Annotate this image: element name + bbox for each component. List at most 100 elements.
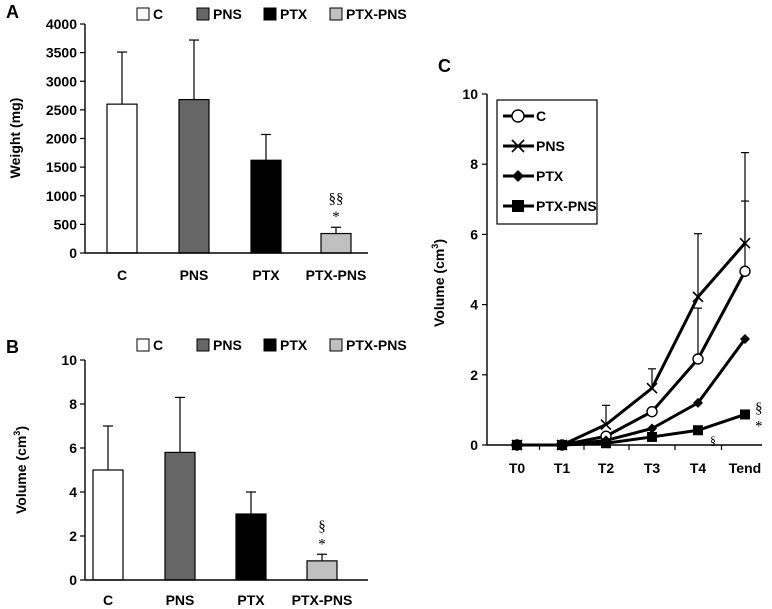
panel-c-ylabel: Volume (cm3) [430,239,447,327]
significance-annotation-1: * [332,209,340,225]
legend-label-ptx: PTX [280,6,308,22]
marker-ptx-tend [740,333,750,344]
ytick-label-2: 2 [470,367,478,383]
ytick-label-6: 6 [470,226,478,242]
ytick-label-8: 8 [470,156,478,172]
ytick-label-3500: 3500 [46,45,77,61]
panel-c-label: C [438,56,451,76]
panel-c-timecourse-chart: C Volume (cm3) 0 2 4 6 8 10 T0 T1 T2 T3 T4 Tend § §… [430,56,763,476]
panel-b-label: B [6,337,19,357]
legend-swatch-ptx [263,7,277,21]
significance-annotation-1: * [318,536,326,552]
x-label-t1: T1 [554,460,571,476]
bar-pns [164,451,196,581]
x-label-tend: Tend [729,460,761,476]
bar-ptx [235,513,267,581]
legend-marker-c [511,109,525,123]
panel-b-ylabel: Volume (cm3) [12,426,29,514]
marker-c-tend [739,265,751,277]
significance-annotation-0: § [710,433,716,447]
marker-c-t4 [692,353,704,365]
ytick-label-1000: 1000 [46,188,77,204]
category-label-ptx-pns: PTX-PNS [306,267,367,283]
category-label-ptx: PTX [252,267,280,283]
significance-annotation-0: §§ [329,191,344,207]
panel-b-volume-chart: B Volume (cm3) 0 2 4 6 8 10 C PNS PTX PTX-PNS § *… [6,337,407,608]
legend-label-pns: PNS [213,6,242,22]
legend-label-c: C [536,108,546,124]
x-label-t3: T3 [644,460,661,476]
x-label-t4: T4 [690,460,707,476]
bar-pns [178,98,210,254]
legend-swatch-pns [196,7,210,21]
category-label-c: C [117,267,127,283]
legend-marker-pns [511,139,525,153]
bar-ptx [250,159,282,254]
category-label-pns: PNS [180,267,209,283]
ytick-label-4000: 4000 [46,16,77,32]
legend-label-pns: PNS [536,138,565,154]
bar-ptx-pns [320,232,352,254]
significance-annotation-1: § [755,400,763,416]
series-line-ptx [517,338,747,447]
legend-swatch-c [136,7,150,21]
ytick-label-6: 6 [69,440,77,456]
ytick-label-3000: 3000 [46,73,77,89]
ytick-label-8: 8 [69,396,77,412]
marker-ptx-pns-t3 [647,431,657,442]
ytick-label-2000: 2000 [46,131,77,147]
legend-swatch-pns [196,338,210,352]
legend-label-c: C [153,337,163,353]
panel-a-ylabel: Weight (mg) [7,98,23,179]
marker-ptx-t4 [693,397,703,408]
legend-label-ptx-pns: PTX-PNS [346,6,407,22]
marker-ptx-pns-t4 [693,425,703,436]
legend-swatch-c [136,338,150,352]
bar-c [92,469,124,581]
ytick-label-0: 0 [69,572,77,588]
category-label-ptx-pns: PTX-PNS [292,592,353,608]
panel-a-weight-chart: A Weight (mg) 0 500 1000 1500 2000 2500 3000 35… [6,2,407,283]
legend-label-ptx: PTX [536,168,564,184]
marker-c-t3 [646,405,658,418]
ytick-label-10: 10 [462,86,478,102]
ytick-label-1500: 1500 [46,159,77,175]
marker-pns-t3 [646,382,658,394]
category-label-pns: PNS [166,592,195,608]
marker-ptx-pns-tend [740,409,750,420]
bar-c [106,103,138,254]
legend-marker-ptx [512,170,524,182]
ytick-label-500: 500 [54,216,78,232]
x-label-t0: T0 [509,460,526,476]
marker-pns-tend [739,237,751,249]
ytick-label-0: 0 [69,245,77,261]
ytick-label-10: 10 [61,352,77,368]
legend-label-ptx: PTX [280,337,308,353]
legend-swatch-ptx-pns [329,338,343,352]
legend-label-c: C [153,6,163,22]
category-label-ptx: PTX [237,592,265,608]
legend-label-ptx-pns: PTX-PNS [346,337,407,353]
series-line-c [517,270,747,447]
marker-ptx-t3 [647,423,657,434]
ytick-label-2: 2 [69,528,77,544]
panel-a-label: A [6,2,19,22]
series-line-pns [517,242,747,447]
significance-annotation-2: * [755,418,763,434]
marker-pns-t2 [600,419,612,431]
legend-swatch-ptx-pns [329,7,343,21]
category-label-c: C [103,592,113,608]
ytick-label-4: 4 [69,484,77,500]
bar-ptx-pns [306,560,338,581]
marker-ptx-pns-t2 [601,438,611,449]
ytick-label-2500: 2500 [46,102,77,118]
x-label-t2: T2 [598,460,615,476]
ytick-label-4: 4 [470,297,478,313]
legend-label-pns: PNS [213,337,242,353]
legend-marker-ptx-pns [512,200,524,212]
legend-swatch-ptx [263,338,277,352]
significance-annotation-0: § [318,518,326,534]
legend-label-ptx-pns: PTX-PNS [536,198,597,214]
ytick-label-0: 0 [470,437,478,453]
